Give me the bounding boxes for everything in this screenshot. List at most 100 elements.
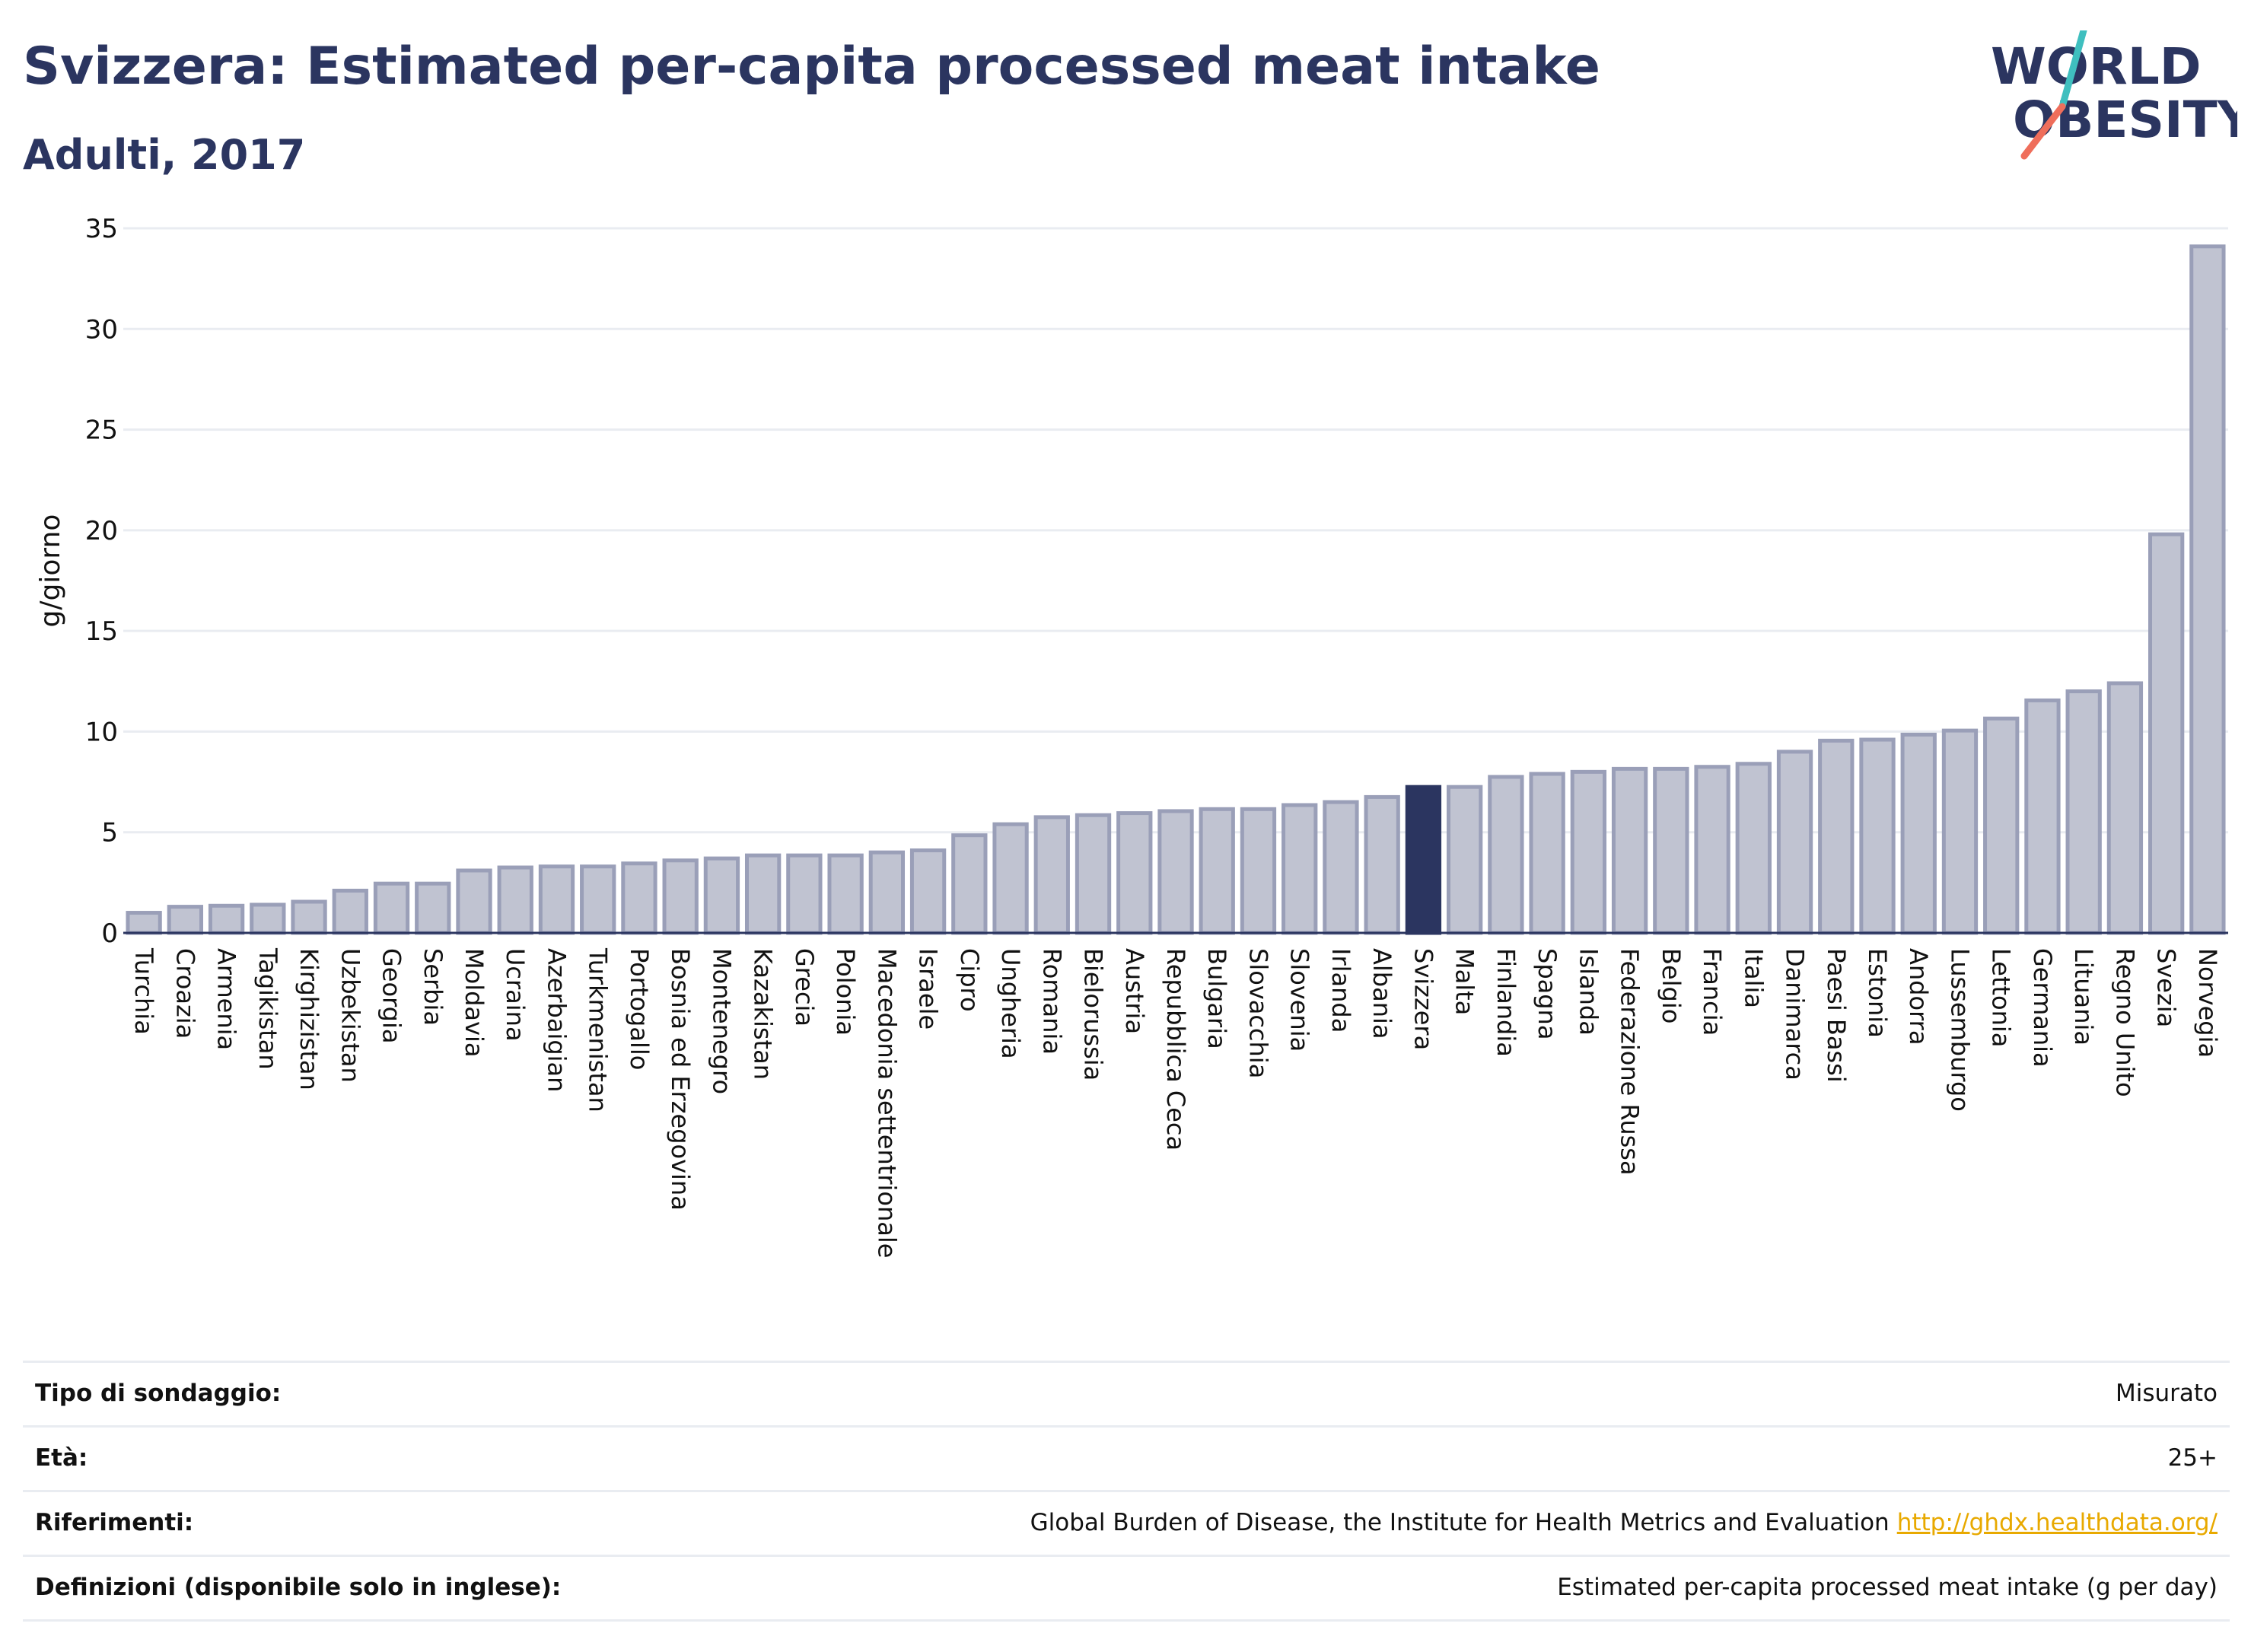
bar-slovenia[interactable] [1282,803,1318,935]
bar-bulgaria[interactable] [1199,807,1235,935]
bar-kazakistan[interactable] [744,853,782,935]
bar-lettonia[interactable] [1983,716,2020,935]
bar-georgia[interactable] [373,881,410,935]
x-tick-label: Portogallo [625,948,654,1070]
x-tick-label: Estonia [1863,948,1892,1038]
bar-germania[interactable] [2024,698,2061,935]
bar-svizzera[interactable] [1405,785,1442,935]
info-label: Tipo di sondaggio: [35,1380,282,1407]
bar-romania[interactable] [1033,815,1070,935]
bar-bielorussia[interactable] [1075,813,1112,935]
bar-serbia[interactable] [415,881,451,935]
x-tick-label: Spagna [1533,948,1562,1039]
reference-link[interactable]: http://ghdx.healthdata.org/ [1896,1509,2218,1536]
bar-kirghizistan[interactable] [291,899,327,935]
x-tick-label: Finlandia [1492,948,1520,1057]
y-tick-label: 15 [85,616,118,647]
bar-uzbekistan[interactable] [332,888,368,935]
x-tick-label: Regno Unito [2110,948,2139,1097]
bar-danimarca[interactable] [1776,750,1813,935]
bar-armenia[interactable] [208,903,245,935]
x-tick-label: Grecia [790,948,819,1027]
info-row: Definizioni (disponibile solo in inglese… [23,1555,2230,1622]
y-tick-label: 5 [101,818,118,848]
x-tick-label: Turchia [129,947,158,1035]
bar-italia[interactable] [1735,762,1772,935]
bar-croazia[interactable] [167,905,204,935]
bar-slovacchia[interactable] [1240,807,1277,935]
bar-belgio[interactable] [1653,766,1689,935]
x-tick-label: Uzbekistan [336,948,365,1083]
logo-text-world: WORLD [1991,37,2202,96]
x-axis-tick-labels: Turchia Croazia Armenia Tagikistan Kirghizis… [129,947,2222,1258]
bar-moldavia[interactable] [456,868,492,935]
x-tick-label: Bielorussia [1079,948,1108,1081]
x-tick-label: Andorra [1904,948,1933,1045]
bar-federazione-russa[interactable] [1611,766,1648,935]
y-tick-label: 35 [85,214,118,244]
bar-lussemburgo[interactable] [1941,728,1979,935]
chart-subtitle: Adulti, 2017 [23,131,306,179]
info-row: Età: 25+ [23,1425,2230,1490]
bar-albania[interactable] [1364,794,1400,935]
x-tick-label: Romania [1037,948,1066,1055]
bar-bosnia-ed-erzegovina[interactable] [662,858,699,935]
x-tick-label: Moldavia [460,948,489,1057]
bar-cipro[interactable] [951,833,988,935]
y-tick-label: 25 [85,415,118,446]
bar-estonia[interactable] [1859,737,1896,935]
y-tick-label: 10 [85,717,118,747]
x-tick-label: Montenegro [707,948,736,1094]
x-tick-label: Slovacchia [1243,948,1272,1078]
x-tick-label: Ungheria [996,948,1025,1059]
bar-spagna[interactable] [1529,772,1565,935]
bar-tagikistan[interactable] [250,902,286,935]
bar-turchia[interactable] [126,911,162,935]
x-tick-label: Slovenia [1285,948,1314,1052]
bar-grecia[interactable] [786,853,823,935]
x-tick-label: Austria [1120,948,1149,1034]
bar-irlanda[interactable] [1323,800,1359,935]
x-tick-label: Irlanda [1326,948,1355,1033]
bar-norvegia[interactable] [2189,244,2226,935]
world-obesity-logo[interactable]: WORLD OBESITY [1979,30,2237,164]
x-tick-label: Georgia [377,948,406,1043]
bar-portogallo[interactable] [621,861,657,935]
bar-finlandia[interactable] [1488,775,1524,935]
bar-ucraina[interactable] [497,865,533,935]
bar-azerbaigian[interactable] [538,864,575,935]
x-tick-label: Danimarca [1781,948,1810,1081]
info-value-text: Misurato [2115,1380,2218,1407]
x-tick-label: Cipro [955,948,984,1012]
x-tick-label: Bosnia ed Erzegovina [666,948,695,1211]
bar-regno-unito[interactable] [2106,681,2144,935]
bar-andorra[interactable] [1900,732,1937,935]
bar-malta[interactable] [1446,785,1483,935]
x-tick-label: Malta [1450,948,1479,1015]
bar-lituania[interactable] [2065,689,2102,935]
bar-montenegro[interactable] [703,856,740,935]
info-value: Global Burden of Disease, the Institute … [1030,1509,2218,1536]
x-tick-label: Islanda [1574,948,1603,1036]
x-tick-label: Francia [1698,948,1727,1036]
bar-macedonia-settentrionale[interactable] [868,850,906,935]
bar-repubblica-ceca[interactable] [1157,809,1194,935]
x-tick-label: Ucraina [501,948,530,1042]
bar-polonia[interactable] [827,853,864,935]
bar-israele[interactable] [909,848,947,935]
bar-islanda[interactable] [1570,769,1607,935]
bar-svezia[interactable] [2148,532,2185,935]
bar-ungheria[interactable] [992,822,1029,935]
x-tick-label: Paesi Bassi [1822,948,1851,1083]
x-tick-label: Repubblica Ceca [1161,948,1190,1151]
bar-paesi-bassi[interactable] [1818,738,1855,935]
y-tick-label: 20 [85,516,118,546]
bar-austria[interactable] [1116,811,1153,935]
logo-slash-teal [2058,30,2087,110]
x-tick-label: Polonia [831,948,860,1036]
info-label: Riferimenti: [35,1509,194,1536]
info-value-text: Estimated per-capita processed meat inta… [1557,1574,2218,1601]
bar-francia[interactable] [1694,765,1730,935]
bar-turkmenistan[interactable] [580,864,616,935]
y-axis-label: g/giorno [35,514,66,628]
